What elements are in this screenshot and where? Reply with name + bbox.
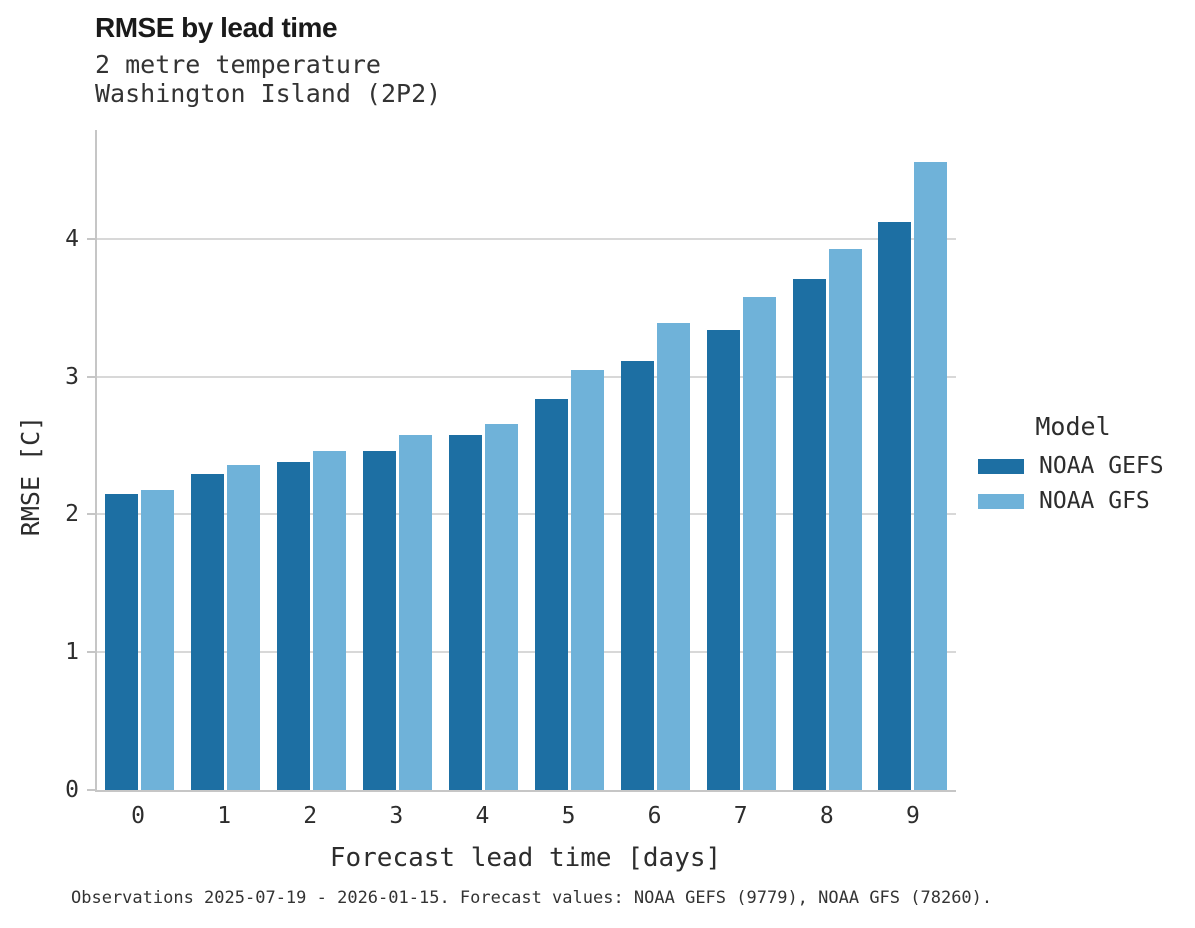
- x-tick-label-6: 6: [647, 803, 662, 829]
- bar-group-lead-2: [277, 130, 347, 790]
- legend-swatch: [978, 493, 1024, 509]
- bar-group-lead-1: [191, 130, 261, 790]
- bar-noaa-gfs-lead-2: [313, 451, 347, 790]
- bars-layer: [97, 130, 956, 790]
- bar-group-lead-7: [706, 130, 776, 790]
- bar-noaa-gefs-lead-0: [105, 493, 139, 790]
- bar-noaa-gefs-lead-3: [363, 451, 397, 790]
- bar-group-lead-8: [792, 130, 862, 790]
- y-tick-mark-0: [87, 789, 97, 791]
- gridline-y-1: [97, 651, 956, 654]
- legend-label: NOAA GFS: [1039, 488, 1150, 514]
- bar-noaa-gefs-lead-4: [449, 434, 482, 790]
- gridline-y-2: [97, 513, 956, 516]
- bar-group-lead-3: [363, 130, 433, 790]
- y-tick-label-0: 0: [65, 777, 79, 803]
- gridline-y-3: [97, 375, 956, 378]
- bar-noaa-gefs-lead-2: [277, 462, 311, 790]
- gridline-y-4: [97, 237, 956, 240]
- bar-noaa-gfs-lead-8: [828, 248, 862, 790]
- y-tick-label-2: 2: [65, 501, 79, 528]
- y-tick-mark-3: [87, 375, 97, 378]
- bar-noaa-gfs-lead-3: [399, 434, 433, 790]
- bar-group-lead-6: [620, 130, 690, 790]
- x-ticks-row: 0 1 2 3 4 5 6 7 8 9: [95, 803, 956, 829]
- bar-noaa-gfs-lead-0: [141, 489, 175, 790]
- bar-group-lead-9: [878, 130, 948, 790]
- y-tick-label-3: 3: [65, 363, 79, 390]
- footer-note: Observations 2025-07-19 - 2026-01-15. Fo…: [71, 888, 993, 908]
- x-axis-title: Forecast lead time [days]: [329, 843, 722, 873]
- y-tick-label-4: 4: [65, 225, 79, 252]
- legend-title: Model: [1035, 412, 1111, 441]
- bar-group-lead-0: [105, 130, 175, 790]
- plot-panel: 0 1 2 3 4: [65, 130, 956, 803]
- bar-noaa-gefs-lead-6: [620, 361, 654, 790]
- legend-item-noaa-gefs: NOAA GEFS: [978, 453, 1168, 479]
- x-tick-label-7: 7: [733, 803, 748, 829]
- y-tick-mark-1: [87, 651, 97, 654]
- chart-title: RMSE by lead time: [95, 12, 338, 43]
- x-tick-label-3: 3: [389, 803, 404, 829]
- x-tick-label-0: 0: [131, 803, 145, 829]
- legend: Model NOAA GEFS NOAA GFS: [978, 412, 1168, 523]
- bar-noaa-gefs-lead-9: [878, 222, 912, 790]
- bar-noaa-gefs-lead-1: [191, 474, 225, 790]
- bar-group-lead-4: [449, 130, 518, 790]
- y-tick-mark-2: [87, 513, 97, 516]
- bar-noaa-gefs-lead-7: [706, 329, 740, 790]
- legend-label: NOAA GEFS: [1039, 453, 1164, 479]
- x-tick-label-8: 8: [819, 803, 834, 829]
- x-tick-label-2: 2: [303, 803, 318, 829]
- bar-noaa-gfs-lead-5: [570, 369, 604, 790]
- bar-noaa-gfs-lead-9: [914, 161, 948, 790]
- legend-swatch: [978, 458, 1024, 474]
- x-tick-label-5: 5: [561, 803, 576, 829]
- bar-noaa-gefs-lead-5: [534, 398, 568, 790]
- chart-subtitle-line-2: Washington Island (2P2): [95, 79, 442, 108]
- legend-rows: NOAA GEFS NOAA GFS: [978, 453, 1168, 514]
- x-tick-label-4: 4: [475, 803, 490, 829]
- chart-subtitle-line-1: 2 metre temperature: [95, 50, 381, 79]
- bar-group-lead-5: [534, 130, 604, 790]
- bar-noaa-gfs-lead-4: [485, 423, 518, 790]
- bar-noaa-gfs-lead-6: [656, 322, 690, 790]
- bar-noaa-gefs-lead-8: [792, 278, 826, 790]
- x-tick-label-9: 9: [905, 803, 920, 829]
- y-tick-label-1: 1: [65, 639, 79, 666]
- x-tick-label-1: 1: [217, 803, 232, 829]
- title-block: RMSE by lead time 2 metre temperature Wa…: [95, 12, 441, 108]
- bar-noaa-gfs-lead-1: [227, 464, 261, 790]
- bar-noaa-gfs-lead-7: [742, 296, 776, 790]
- y-tick-mark-4: [87, 237, 97, 240]
- legend-item-noaa-gfs: NOAA GFS: [978, 488, 1168, 514]
